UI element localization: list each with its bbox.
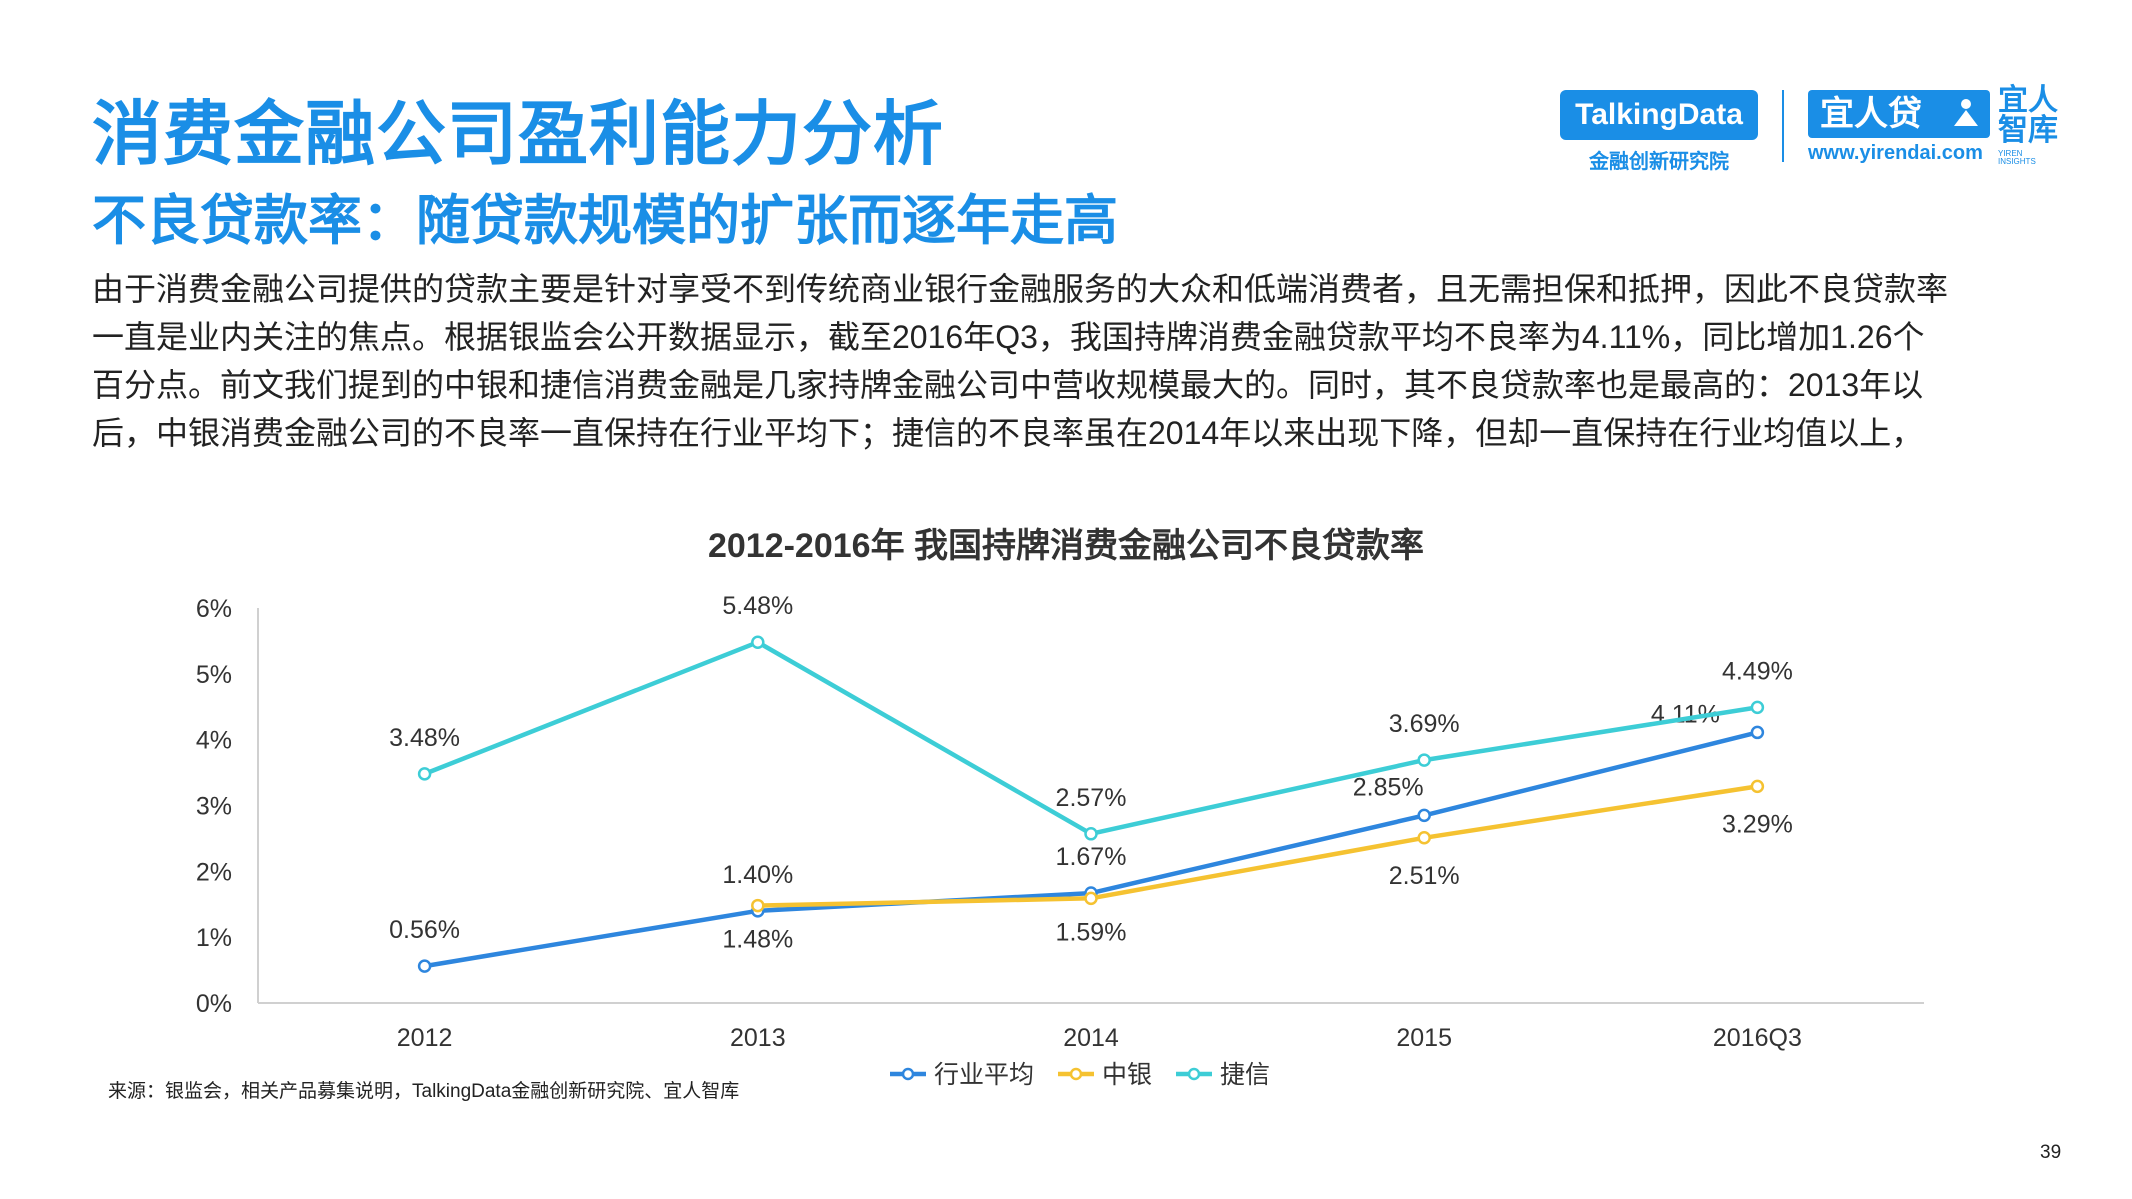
data-label: 2.57% bbox=[1056, 784, 1127, 812]
data-point bbox=[1417, 831, 1431, 845]
page-number: 39 bbox=[2040, 1142, 2062, 1163]
talkingdata-logo: TalkingData bbox=[1560, 90, 1758, 140]
y-tick-label: 5% bbox=[196, 661, 232, 689]
data-point bbox=[1750, 700, 1765, 715]
x-tick-label: 2015 bbox=[1396, 1024, 1452, 1052]
yiren-insights-logo: 宜人智库 bbox=[1998, 84, 2058, 147]
data-label: 4.49% bbox=[1722, 657, 1793, 685]
yiren-insights-en: YIREN INSIGHTS bbox=[1998, 149, 2036, 166]
legend-swatch-marker bbox=[1069, 1067, 1083, 1081]
y-tick-label: 3% bbox=[196, 793, 232, 821]
yirendai-url: www.yirendai.com bbox=[1808, 142, 1983, 164]
data-label: 1.48% bbox=[722, 926, 793, 954]
body-line: 后，中银消费金融公司的不良率一直保持在行业平均下；捷信的不良率虽在2014年以来… bbox=[92, 415, 1924, 451]
legend-swatch-marker bbox=[901, 1067, 915, 1081]
data-label: 0.56% bbox=[389, 916, 460, 944]
x-tick-label: 2013 bbox=[730, 1024, 786, 1052]
data-point bbox=[1750, 779, 1765, 794]
x-tick-label: 2016Q3 bbox=[1713, 1024, 1802, 1052]
data-point bbox=[1084, 891, 1098, 906]
legend-label: 中银 bbox=[1102, 1061, 1152, 1089]
yirendai-logo: 宜人贷 bbox=[1808, 90, 1990, 138]
body-paragraph: 由于消费金融公司提供的贷款主要是针对享受不到传统商业银行金融服务的大众和低端消费… bbox=[92, 265, 2052, 457]
series-line-2 bbox=[757, 784, 1758, 908]
data-point bbox=[1417, 808, 1431, 823]
body-line: 百分点。前文我们提到的中银和捷信消费金融是几家持牌金融公司中营收规模最大的。同时… bbox=[92, 367, 1924, 403]
data-label: 3.69% bbox=[1389, 710, 1460, 738]
data-point bbox=[751, 635, 765, 649]
source-note: 来源：银监会，相关产品募集说明，TalkingData金融创新研究院、宜人智库 bbox=[108, 1081, 740, 1102]
data-point bbox=[1084, 827, 1098, 841]
body-line: 一直是业内关注的焦点。根据银监会公开数据显示，截至2016年Q3，我国持牌消费金… bbox=[92, 319, 1925, 355]
data-point bbox=[417, 767, 432, 781]
page-title: 消费金融公司盈利能力分析 bbox=[92, 95, 944, 173]
data-point bbox=[417, 959, 432, 973]
legend-label: 捷信 bbox=[1220, 1061, 1270, 1089]
y-tick-label: 4% bbox=[196, 727, 232, 755]
body-line: 由于消费金融公司提供的贷款主要是针对享受不到传统商业银行金融服务的大众和低端消费… bbox=[92, 271, 1949, 307]
data-point bbox=[1750, 725, 1765, 740]
data-label: 1.67% bbox=[1056, 843, 1127, 871]
talkingdata-sub: 金融创新研究院 bbox=[1589, 151, 1729, 173]
chart-title: 2012-2016年 我国持牌消费金融公司不良贷款率 bbox=[707, 527, 1425, 565]
y-tick-label: 1% bbox=[196, 924, 232, 952]
data-label: 2.85% bbox=[1353, 773, 1424, 801]
y-tick-label: 0% bbox=[196, 990, 232, 1018]
data-label: 3.29% bbox=[1722, 810, 1793, 838]
page-subtitle: 不良贷款率：随贷款规模的扩张而逐年走高 bbox=[92, 191, 1118, 251]
data-label: 2.51% bbox=[1389, 862, 1460, 890]
data-point bbox=[751, 898, 765, 913]
legend-swatch-marker bbox=[1187, 1067, 1201, 1081]
y-tick-label: 2% bbox=[196, 858, 232, 886]
data-label: 1.40% bbox=[722, 861, 793, 889]
data-label: 5.48% bbox=[722, 592, 793, 620]
x-tick-label: 2014 bbox=[1063, 1024, 1119, 1052]
logo-divider bbox=[1782, 90, 1784, 162]
data-point bbox=[1417, 753, 1431, 767]
data-label: 1.59% bbox=[1056, 918, 1127, 946]
x-tick-label: 2012 bbox=[397, 1024, 453, 1052]
yirendai-mark-icon bbox=[1954, 99, 1978, 126]
y-tick-label: 6% bbox=[196, 595, 232, 623]
legend-label: 行业平均 bbox=[934, 1061, 1034, 1089]
data-label: 3.48% bbox=[389, 724, 460, 752]
